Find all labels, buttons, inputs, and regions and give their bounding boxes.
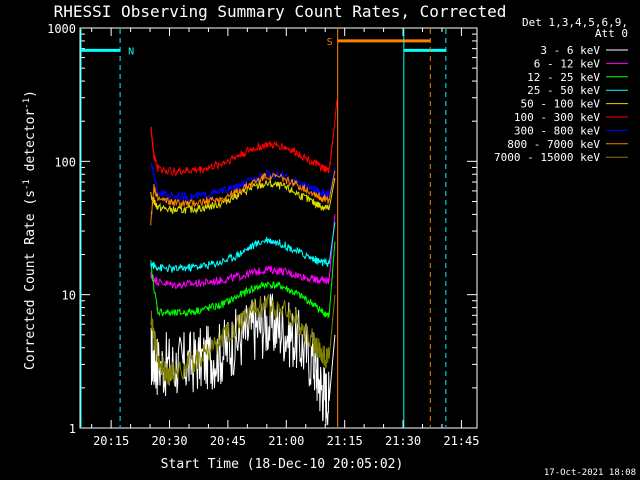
plot-frame <box>79 27 478 429</box>
legend-item-label: 3 - 6 keV <box>540 44 600 57</box>
y-tick-label: 10 <box>62 289 76 303</box>
series-line <box>150 214 336 289</box>
y-axis-label-sup-2: -1 <box>22 98 32 109</box>
legend-item-label: 7000 - 15000 keV <box>494 151 600 164</box>
y-axis-label: Corrected Count Rate (s-1 detector-1) <box>22 90 38 370</box>
series-line <box>150 222 336 273</box>
legend-item-label: 100 - 300 keV <box>514 111 600 124</box>
legend-header-line-1: Det 1,3,4,5,6,9, <box>522 16 628 29</box>
x-tick-label: 20:15 <box>93 434 129 448</box>
y-axis-label-main: Corrected Count Rate (s <box>23 190 38 370</box>
chart-title: RHESSI Observing Summary Count Rates, Co… <box>54 2 507 21</box>
y-axis-label-mid: detector <box>23 109 38 180</box>
y-axis-label-end: ) <box>23 90 38 98</box>
y-axis-label-sup-1: -1 <box>22 179 32 190</box>
series-line <box>150 241 336 318</box>
legend-item-label: 50 - 100 keV <box>521 98 601 111</box>
series-line <box>150 170 336 226</box>
x-tick-label: 20:45 <box>210 434 246 448</box>
y-tick-label: 1 <box>69 422 76 436</box>
series-line <box>150 99 338 177</box>
y-tick-label: 100 <box>54 155 76 169</box>
legend-item-label: 12 - 25 keV <box>527 71 600 84</box>
x-tick-label: 21:30 <box>385 434 421 448</box>
series-line <box>150 293 336 386</box>
series-line <box>150 293 336 426</box>
flag-label: N <box>128 46 134 57</box>
x-tick-label: 21:15 <box>327 434 363 448</box>
series-line <box>150 177 336 215</box>
legend-item-label: 6 - 12 keV <box>534 57 601 70</box>
legend-header-line-2: Att 0 <box>595 27 628 40</box>
legend-item-label: 800 - 7000 keV <box>507 138 600 151</box>
x-axis-label: Start Time (18-Dec-10 20:05:02) <box>161 457 404 472</box>
footer-timestamp: 17-Oct-2021 18:08 <box>544 468 636 478</box>
y-tick-label: 1000 <box>47 22 76 36</box>
x-tick-label: 21:45 <box>443 434 479 448</box>
x-tick-label: 20:30 <box>151 434 187 448</box>
flag-label: S <box>327 37 333 48</box>
legend-item-label: 25 - 50 keV <box>527 84 600 97</box>
x-tick-label: 21:00 <box>268 434 304 448</box>
legend-item-label: 300 - 800 keV <box>514 124 600 137</box>
